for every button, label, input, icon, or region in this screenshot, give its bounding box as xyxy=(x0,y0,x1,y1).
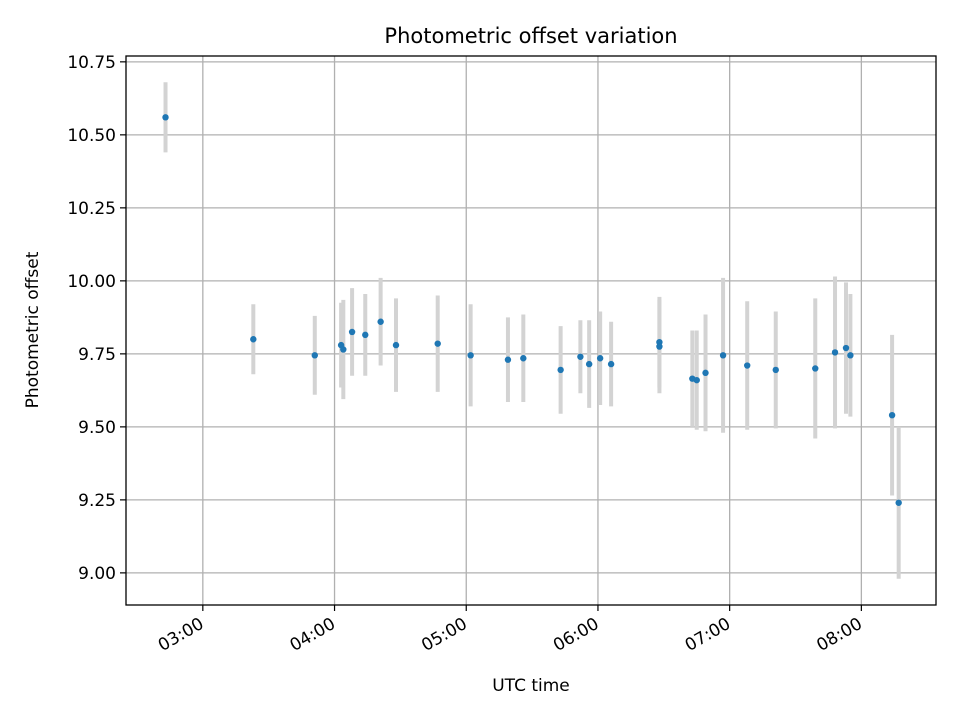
data-point xyxy=(340,346,347,353)
data-point xyxy=(467,352,474,359)
data-point xyxy=(895,499,902,506)
y-tick-label: 9.50 xyxy=(78,418,116,438)
data-point xyxy=(888,411,896,419)
data-point xyxy=(520,355,527,362)
chart-title: Photometric offset variation xyxy=(384,24,677,48)
y-axis-label: Photometric offset xyxy=(23,251,43,408)
x-axis-label: UTC time xyxy=(492,676,570,696)
data-point xyxy=(362,331,369,339)
y-tick-label: 9.25 xyxy=(78,491,116,511)
data-point xyxy=(377,318,384,325)
data-point xyxy=(577,353,584,360)
data-point xyxy=(557,366,564,374)
data-point xyxy=(719,352,727,359)
data-point xyxy=(772,366,779,374)
data-point xyxy=(656,338,663,346)
data-point xyxy=(831,349,839,356)
grid xyxy=(126,56,936,605)
data-point xyxy=(693,376,700,384)
data-point xyxy=(656,343,663,350)
data-point xyxy=(607,360,615,368)
y-tick-label: 9.75 xyxy=(78,345,116,365)
data-point xyxy=(744,362,751,369)
y-tick-label: 10.75 xyxy=(67,53,116,73)
y-tick-label: 10.25 xyxy=(67,199,116,219)
data-point xyxy=(348,328,356,336)
plot-frame xyxy=(125,55,937,606)
data-point xyxy=(596,355,604,362)
data-point xyxy=(162,114,169,121)
data-point xyxy=(585,360,593,368)
y-tick-label: 10.50 xyxy=(67,126,116,146)
data-points xyxy=(162,114,902,506)
data-point xyxy=(250,336,257,343)
data-point xyxy=(434,340,441,347)
data-point xyxy=(504,356,512,363)
data-point xyxy=(311,352,318,359)
data-point xyxy=(847,352,854,359)
y-tick-label: 10.00 xyxy=(67,272,116,292)
data-point xyxy=(842,344,850,352)
data-point xyxy=(812,365,819,372)
data-point xyxy=(702,369,709,377)
data-point xyxy=(392,341,400,349)
y-axis-ticks: 9.00 9.25 9.50 9.75 10.00 10.25 10.50 10.75 xyxy=(67,53,126,584)
y-tick-label: 9.00 xyxy=(78,564,116,584)
